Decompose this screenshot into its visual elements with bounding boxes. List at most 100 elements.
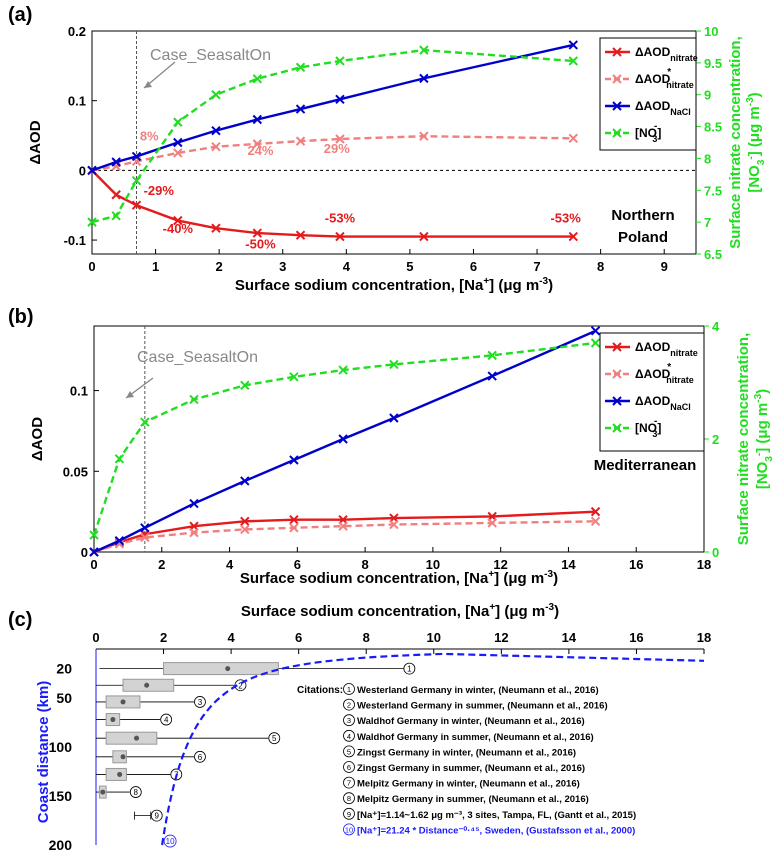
data-point [211, 125, 221, 136]
percent-annotation: -53% [550, 211, 581, 226]
box-number-circle [268, 732, 281, 745]
citation-number: 1 [347, 685, 351, 694]
box-number: 3 [198, 698, 203, 707]
panel-a: (a)0 1 2 3 4 5 6 7 8 9-0.100.10.26.577.588.599.51… [8, 4, 767, 294]
box-1: 1 [99, 662, 416, 676]
y-tick-label: 100 [49, 739, 73, 755]
x-tick-label: 14 [562, 630, 577, 645]
legend-marker [612, 47, 622, 57]
legend-entry: ΔAOD* nitrate [635, 67, 694, 90]
y-axis-label: ΔAOD [29, 417, 46, 461]
data-point [131, 151, 142, 162]
data-point [111, 211, 121, 221]
x-tick-label: 4 [227, 630, 235, 645]
data-point [240, 476, 250, 486]
series-line [93, 520, 596, 554]
x-tick-label: 1 [152, 259, 159, 274]
box-number-circle [403, 662, 416, 675]
y2-tick-label: 8 [704, 151, 711, 166]
box-9: 9 [134, 809, 163, 822]
panel-label: (b) [8, 306, 34, 328]
y-tick-label: 0.1 [68, 94, 86, 109]
citation-number: 4 [347, 732, 351, 741]
data-point [173, 137, 183, 148]
x-tick-label: 16 [629, 557, 643, 572]
percent-annotation: -50% [245, 236, 276, 251]
data-point [568, 231, 579, 242]
citation-text: [Na⁺]=1.14~1.62 μg m⁻³, 3 sites, Tampa, … [357, 810, 636, 821]
legend-box [599, 332, 705, 452]
data-point [140, 532, 150, 543]
fit-curve [161, 652, 705, 846]
data-point [114, 454, 125, 464]
box-number: 9 [154, 812, 159, 821]
data-point [389, 413, 399, 423]
citation-number-circle [343, 823, 355, 836]
citation-number: 5 [347, 747, 351, 756]
fit-number-circle [163, 834, 177, 848]
case-arrow-head [144, 81, 152, 88]
y-tick-label: 0 [81, 545, 88, 560]
citation-number-circle [343, 745, 355, 758]
legend-marker [612, 423, 622, 433]
case-arrow-head [126, 391, 134, 398]
data-point [289, 515, 299, 525]
data-point [240, 380, 250, 391]
data-point [140, 523, 150, 533]
data-point [487, 371, 497, 381]
data-point [295, 104, 306, 114]
y2-tick-label: 2 [712, 432, 719, 447]
data-point [252, 114, 263, 125]
x-tick-label: 4 [226, 557, 234, 572]
legend-entry: ΔAODnitrate [635, 340, 698, 358]
data-point [419, 45, 429, 55]
box-iqr [105, 767, 127, 781]
series-2 [89, 326, 601, 557]
citation-number-circle [343, 698, 355, 711]
x-tick-label: 18 [697, 630, 711, 645]
series-3 [87, 45, 579, 227]
data-point [252, 139, 263, 149]
citation-number: 9 [347, 810, 351, 819]
mean-dot [120, 699, 126, 705]
y-tick-label: 200 [49, 837, 73, 850]
y-tick-label: 0 [79, 163, 86, 178]
data-point [173, 148, 183, 158]
box-number: 4 [164, 716, 169, 725]
legend: ΔAODnitrate ΔAOD* nitrate ΔAODNaCl [NO-3] [599, 37, 698, 151]
series-line [91, 48, 574, 224]
data-point [568, 133, 579, 144]
data-point [289, 372, 299, 382]
data-point [140, 417, 150, 427]
x-tick-label: 7 [533, 259, 540, 274]
legend-marker [612, 396, 622, 406]
citations-title: Citations: [297, 685, 343, 696]
box-8: 8 [96, 785, 142, 799]
panel-label: (a) [8, 4, 32, 26]
mean-dot [134, 735, 140, 741]
series-line [91, 169, 574, 238]
percent-annotation: 24% [247, 143, 273, 158]
data-point [111, 157, 121, 167]
data-point [131, 200, 142, 210]
series-line [91, 43, 574, 172]
data-point [295, 230, 306, 240]
data-point [87, 217, 97, 227]
mean-dot [100, 789, 106, 795]
series-2 [87, 40, 579, 176]
box-number: 5 [272, 734, 277, 743]
x-tick-label: 4 [343, 259, 351, 274]
x-tick-label: 2 [216, 259, 223, 274]
data-point [189, 394, 199, 405]
data-point [568, 56, 579, 66]
y-tick-label: -0.1 [64, 233, 86, 248]
data-point [487, 518, 497, 528]
x-tick-label: 6 [294, 557, 301, 572]
data-point [338, 365, 348, 375]
box-4: 4 [96, 713, 173, 727]
data-point [211, 90, 221, 100]
x-tick-label: 8 [361, 557, 368, 572]
citation-number: 2 [347, 701, 351, 710]
y2-tick-label: 6.5 [704, 247, 722, 262]
